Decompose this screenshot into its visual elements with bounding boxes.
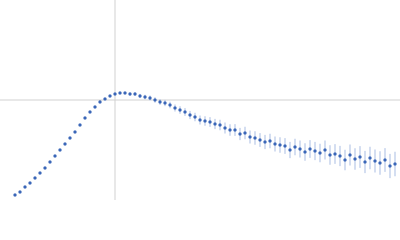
data-point (253, 136, 257, 140)
data-point (28, 181, 32, 185)
data-point (348, 153, 352, 157)
data-point (58, 148, 62, 152)
page: (() => { const data = JSON.parse(documen… (0, 0, 400, 200)
data-point (198, 118, 202, 122)
data-point (48, 160, 52, 164)
data-point (173, 106, 177, 110)
data-point (303, 150, 307, 154)
data-point (158, 100, 162, 104)
data-point (68, 136, 72, 140)
data-point (218, 123, 222, 127)
data-point (313, 149, 317, 153)
data-point (153, 98, 157, 102)
data-point (263, 140, 267, 144)
data-point (243, 131, 247, 135)
data-point (103, 97, 107, 101)
data-point (133, 92, 137, 96)
data-point (283, 144, 287, 148)
data-point (288, 148, 292, 152)
data-point (318, 151, 322, 155)
data-point (178, 108, 182, 112)
data-point (98, 100, 102, 104)
data-point (363, 160, 367, 164)
data-point (183, 110, 187, 114)
data-point (358, 155, 362, 159)
data-point (118, 91, 122, 95)
data-point (323, 148, 327, 152)
data-point (168, 103, 172, 107)
data-point (298, 147, 302, 151)
data-point (143, 95, 147, 99)
data-point (88, 110, 92, 114)
data-point (248, 135, 252, 139)
data-point (33, 176, 37, 180)
data-point (343, 158, 347, 162)
data-point (38, 171, 42, 175)
data-point (378, 161, 382, 165)
data-point (53, 154, 57, 158)
data-point (233, 128, 237, 132)
data-point (73, 130, 77, 134)
data-point (238, 132, 242, 136)
data-point (223, 126, 227, 130)
data-point (273, 142, 277, 146)
data-point (13, 193, 17, 197)
data-point (83, 116, 87, 120)
data-point (163, 101, 167, 105)
data-point (113, 92, 117, 96)
data-point (338, 154, 342, 158)
data-point (353, 157, 357, 161)
data-point (138, 94, 142, 98)
data-point (373, 159, 377, 163)
data-point (268, 139, 272, 143)
data-point (43, 166, 47, 170)
data-point (123, 91, 127, 95)
data-point (388, 164, 392, 168)
data-point (293, 145, 297, 149)
data-point (328, 153, 332, 157)
data-point (148, 96, 152, 100)
data-point (203, 119, 207, 123)
data-point (383, 158, 387, 162)
chart (0, 0, 400, 200)
data-point (188, 113, 192, 117)
data-point (393, 162, 397, 166)
data-point (278, 143, 282, 147)
data-point (333, 152, 337, 156)
data-point (258, 138, 262, 142)
data-point (93, 105, 97, 109)
data-point (228, 128, 232, 132)
data-point (208, 120, 212, 124)
data-point (368, 156, 372, 160)
data-point (193, 115, 197, 119)
data-point (78, 123, 82, 127)
data-point (128, 92, 132, 96)
data-point (63, 142, 67, 146)
data-point (108, 94, 112, 98)
data-point (308, 147, 312, 151)
data-point (23, 185, 27, 189)
data-point (213, 122, 217, 126)
data-point (18, 190, 22, 194)
